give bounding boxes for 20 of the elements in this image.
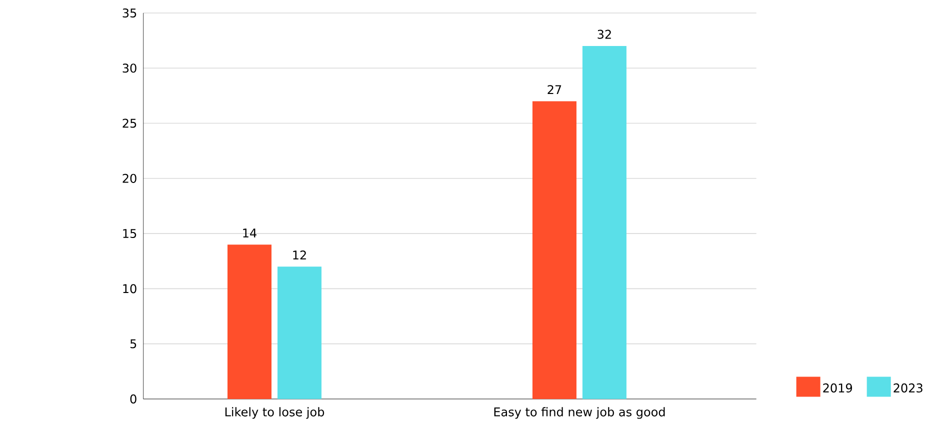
y-tick-label: 25 bbox=[122, 118, 136, 128]
data-label: 27 bbox=[548, 85, 562, 94]
y-tick-label: 0 bbox=[130, 394, 136, 404]
bar bbox=[582, 46, 626, 399]
y-tick-label: 35 bbox=[122, 8, 136, 18]
data-label: 32 bbox=[598, 30, 611, 39]
legend-label: 2023 bbox=[894, 383, 922, 393]
x-tick-label: Likely to lose job bbox=[225, 407, 324, 419]
x-tick-label: Easy to find new job as good bbox=[494, 407, 665, 419]
bar bbox=[227, 244, 272, 399]
bar bbox=[532, 101, 576, 399]
data-label: 14 bbox=[243, 228, 256, 238]
bar bbox=[277, 266, 322, 399]
y-tick-label: 30 bbox=[122, 64, 136, 73]
y-tick-label: 10 bbox=[123, 284, 136, 294]
y-tick-label: 5 bbox=[130, 339, 136, 348]
legend-label: 2019 bbox=[823, 383, 852, 393]
y-tick-label: 15 bbox=[123, 229, 136, 238]
data-label: 12 bbox=[293, 250, 306, 260]
y-tick-label: 20 bbox=[122, 174, 136, 183]
